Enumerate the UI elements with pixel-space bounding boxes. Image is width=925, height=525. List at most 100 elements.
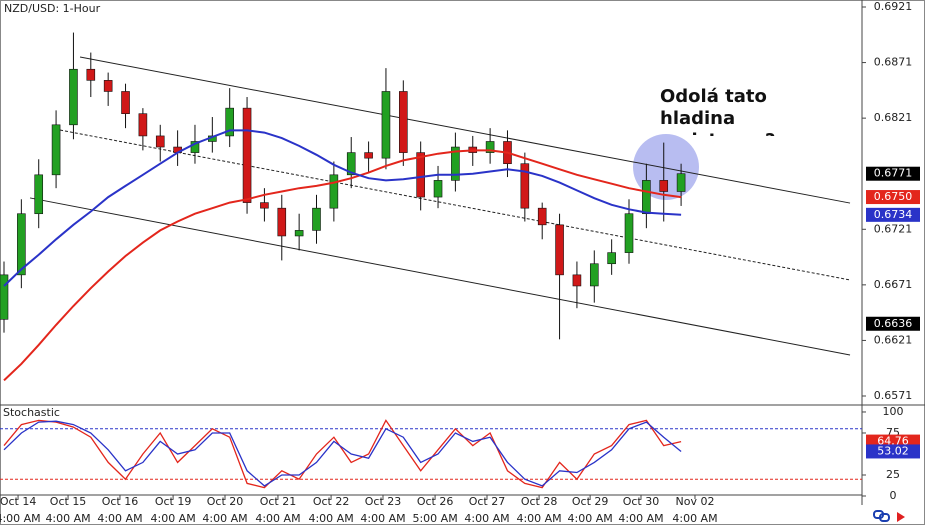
annotation: Odolá tato hladina rezistence? <box>660 86 775 136</box>
x-tick-label: Oct 28 <box>521 495 558 508</box>
x-tick-label: Nov 02 <box>675 495 714 508</box>
candle-body <box>642 180 651 215</box>
x-time-label: 4:00 AM <box>150 512 195 525</box>
candle-body <box>589 263 599 287</box>
candle-body <box>451 146 460 181</box>
channel-line <box>59 129 851 281</box>
x-time-label: 4:00 AM <box>516 512 561 525</box>
x-time-label: 4:00 AM <box>255 512 300 525</box>
x-tick-label: Oct 14 <box>0 495 36 508</box>
candle-body <box>51 124 61 176</box>
x-time-label: 4:00 AM <box>618 512 663 525</box>
x-time-label: 4:00 AM <box>568 512 613 525</box>
candle-body <box>225 107 234 137</box>
y-tick-label: 0 <box>890 489 897 502</box>
x-tick-label: Oct 21 <box>260 495 297 508</box>
candle-body <box>34 174 44 215</box>
candle-body <box>86 68 96 81</box>
candle-body <box>69 68 78 126</box>
candle-body <box>676 173 686 192</box>
candle-body <box>121 91 130 114</box>
y-tick-label: 0.6571 <box>874 389 913 402</box>
x-tick-label: Oct 16 <box>102 495 139 508</box>
y-tick-label: 100 <box>883 405 904 418</box>
price-label-box <box>866 444 920 459</box>
x-tick-label: Oct 22 <box>313 495 350 508</box>
price-label: 0.6734 <box>874 208 913 221</box>
candle-body <box>485 141 495 153</box>
x-time-label: 5:00 AM <box>412 512 457 525</box>
y-tick-label: 0.6821 <box>874 111 913 124</box>
candle-body <box>346 152 356 176</box>
candle-body <box>155 135 165 148</box>
price-label: 53.02 <box>877 444 909 457</box>
x-time-label: 4:00 AM <box>464 512 509 525</box>
y-tick-label: 0.6671 <box>874 278 913 291</box>
x-tick-label: Oct 26 <box>417 495 454 508</box>
x-time-label: 4:00 AM <box>45 512 90 525</box>
price-label-box <box>866 316 920 331</box>
candle-body <box>190 141 200 153</box>
price-label: 64.76 <box>877 435 909 448</box>
candle-body <box>242 107 252 203</box>
candle-body <box>277 207 287 237</box>
x-tick-label: Oct 27 <box>469 495 506 508</box>
moving-average <box>3 149 682 382</box>
price-label-box <box>866 190 920 205</box>
x-time-label: 4:00 AM <box>0 512 41 525</box>
candle-body <box>433 180 443 198</box>
candle-body <box>103 80 113 92</box>
candle-body <box>659 180 669 192</box>
channel-line <box>29 197 851 356</box>
candle-body <box>399 91 408 153</box>
x-time-label: 4:00 AM <box>202 512 247 525</box>
chart-title: NZD/USD: 1-Hour <box>4 2 101 15</box>
stochastic-line <box>3 420 682 487</box>
y-tick-label: 0.6621 <box>874 333 913 346</box>
candle-body <box>312 207 321 231</box>
x-tick-label: Oct 19 <box>155 495 192 508</box>
candle-body <box>364 152 373 159</box>
candle-body <box>381 91 391 159</box>
candle-body <box>607 252 616 265</box>
price-label-box <box>866 207 920 222</box>
candle-body <box>17 213 26 276</box>
x-tick-label: Oct 23 <box>365 495 402 508</box>
y-tick-label: 0.6921 <box>874 0 913 13</box>
price-label: 0.6771 <box>874 167 913 180</box>
candle-body <box>138 113 148 137</box>
candle-body <box>555 224 564 276</box>
link-icon-2[interactable] <box>879 513 890 522</box>
arrow-icon[interactable] <box>897 512 905 522</box>
y-tick-label: 0.6871 <box>874 56 913 69</box>
price-label: 0.6750 <box>874 190 913 203</box>
x-time-label: 4:00 AM <box>97 512 142 525</box>
moving-average <box>3 129 682 287</box>
candle-body <box>520 163 530 209</box>
x-tick-label: Oct 30 <box>623 495 660 508</box>
candle-body <box>329 174 339 209</box>
y-tick-label: 0.6721 <box>874 222 913 235</box>
panel-title: Stochastic <box>3 406 60 419</box>
x-tick-label: Oct 20 <box>207 495 244 508</box>
stochastic-line <box>3 419 682 489</box>
x-time-label: 4:00 AM <box>360 512 405 525</box>
x-time-label: 4:00 AM <box>672 512 717 525</box>
candle-body <box>624 213 634 253</box>
annotation-text: Odolá tato hladina rezistence? <box>660 86 775 136</box>
y-tick-label: 25 <box>886 468 900 481</box>
x-tick-label: Oct 15 <box>50 495 87 508</box>
x-time-label: 4:00 AM <box>308 512 353 525</box>
toolbar-icons[interactable] <box>873 510 905 522</box>
candle-body <box>416 152 425 198</box>
candle-body <box>294 230 304 237</box>
x-tick-label: Oct 29 <box>572 495 609 508</box>
candle-body <box>537 207 547 226</box>
candle-body <box>260 202 269 209</box>
price-label-box <box>866 166 920 181</box>
candle-body <box>572 274 582 287</box>
channel-line <box>79 56 851 204</box>
price-label: 0.6636 <box>874 317 913 330</box>
